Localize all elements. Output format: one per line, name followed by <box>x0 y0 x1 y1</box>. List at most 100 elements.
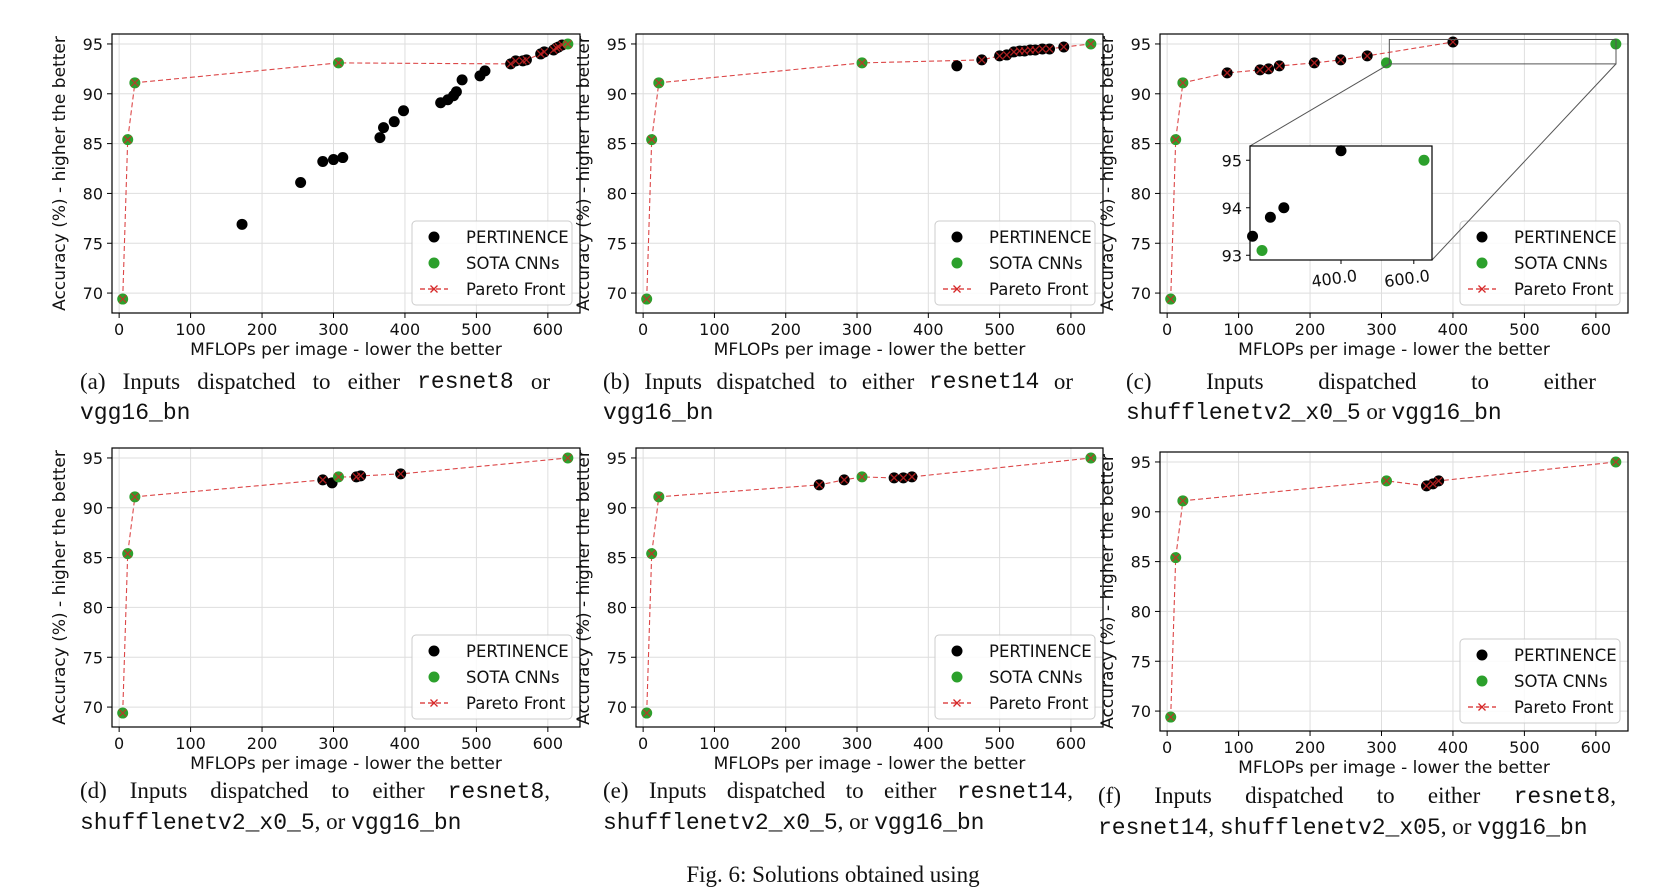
caption-b: (b) Inputs dispatched to either resnet14 or vgg… <box>603 367 1073 428</box>
legend-marker-pareto <box>1478 285 1486 293</box>
legend: PERTINENCE SOTA CNNs Pareto Front <box>934 220 1096 306</box>
y-tick-label: 90 <box>83 499 103 518</box>
caption-word: dispatched <box>726 778 826 803</box>
pareto-marker <box>1171 135 1180 144</box>
y-tick-label: 95 <box>83 35 103 54</box>
pareto-marker <box>334 472 343 481</box>
inset-sota-point <box>1256 245 1268 256</box>
legend-marker-pertinence <box>428 645 440 657</box>
caption-word: resnet8, <box>448 776 550 807</box>
x-tick-label: 600 <box>1581 320 1612 339</box>
legend-marker-pertinence <box>951 231 963 243</box>
legend-marker-pertinence <box>1476 231 1488 243</box>
caption-model-name: vgg16_bn <box>603 400 714 426</box>
y-tick-label: 80 <box>607 184 627 203</box>
y-tick-label: 75 <box>83 648 103 667</box>
x-axis-label: MFLOPs per image - lower the better <box>1238 758 1550 778</box>
legend: PERTINENCE SOTA CNNs Pareto Front <box>1459 220 1621 306</box>
x-tick-label: 400 <box>913 320 944 339</box>
figure-caption: Fig. 6: Solutions obtained using <box>686 862 980 887</box>
caption-word: either <box>861 369 915 394</box>
y-tick-label: 70 <box>83 284 103 303</box>
pareto-marker <box>654 492 663 501</box>
y-tick-label: 85 <box>83 135 103 154</box>
y-tick-label: 75 <box>1131 234 1151 253</box>
pertinence-point <box>295 176 307 188</box>
legend-marker-pareto <box>953 699 961 707</box>
caption-line-2: vgg16_bn <box>80 397 550 428</box>
x-tick-label: 300 <box>842 320 873 339</box>
pareto-marker <box>511 56 520 65</box>
pareto-marker <box>356 471 365 480</box>
caption-word: , <box>1208 814 1220 839</box>
x-tick-label: 300 <box>318 734 349 753</box>
caption-comma: , <box>544 778 550 803</box>
legend-marker-sota <box>1476 675 1488 687</box>
pareto-marker <box>642 709 651 718</box>
caption-word: Inputs <box>644 369 702 394</box>
y-tick-label: 85 <box>1131 553 1151 572</box>
inset-y-tick-label: 94 <box>1222 199 1242 218</box>
caption-d: (d) Inputs dispatched to either resnet8, shuff… <box>80 776 550 838</box>
plot-frame <box>111 33 581 314</box>
caption-word: (d) <box>80 778 107 803</box>
y-tick-label: 90 <box>83 85 103 104</box>
y-tick-label: 95 <box>1131 453 1151 472</box>
zoom-connector <box>1249 63 1390 147</box>
pertinence-point <box>317 156 329 168</box>
chart-panel-a: 0 100 200 300 400 500 600 70 75 80 85 90 95 MFLOPs pe… <box>50 33 581 360</box>
inset-sota-point <box>1418 154 1430 166</box>
chart-panel-d: 0 100 200 300 400 500 600 70 75 80 85 90 95 MFLOPs pe… <box>50 447 581 774</box>
legend-box <box>1459 638 1621 724</box>
caption-word: to <box>1376 783 1395 808</box>
pertinence-point <box>236 218 248 230</box>
caption-a: (a) Inputs dispatched to either resnet8 or vgg1… <box>80 367 550 428</box>
caption-line-1: (c) Inputs dispatched to either <box>1126 367 1596 397</box>
pareto-marker <box>334 58 343 67</box>
y-tick-label: 85 <box>1131 135 1151 154</box>
caption-line-1: (d) Inputs dispatched to either resnet8, <box>80 776 550 807</box>
pareto-marker <box>1045 44 1054 53</box>
inset-pertinence-point <box>1335 145 1347 157</box>
y-tick-label: 70 <box>607 698 627 717</box>
pareto-marker <box>396 469 405 478</box>
pertinence-point <box>450 86 462 98</box>
pareto-marker <box>1223 68 1232 77</box>
inset-x-tick-label: 400.0 <box>1310 266 1358 291</box>
legend-label: SOTA CNNs <box>1514 254 1608 273</box>
y-axis-label: Accuracy (%) - higher the better <box>1098 454 1118 729</box>
pareto-marker <box>118 295 127 304</box>
y-tick-label: 80 <box>1131 184 1151 203</box>
legend: PERTINENCE SOTA CNNs Pareto Front <box>934 634 1096 720</box>
x-tick-label: 0 <box>638 320 648 339</box>
y-tick-label: 80 <box>1131 602 1151 621</box>
x-tick-label: 200 <box>770 734 801 753</box>
legend-label: Pareto Front <box>1514 698 1614 717</box>
caption-word: either <box>1427 783 1481 808</box>
y-tick-label: 85 <box>83 549 103 568</box>
inset-pertinence-point <box>1247 230 1259 242</box>
caption-word: Inputs <box>122 369 181 394</box>
caption-model-name: resnet14 <box>956 779 1068 805</box>
x-tick-label: 500 <box>984 320 1015 339</box>
caption-word: dispatched <box>197 369 296 394</box>
x-axis-label: MFLOPs per image - lower the better <box>1238 340 1550 360</box>
y-axis-label: Accuracy (%) - higher the better <box>50 36 70 311</box>
caption-f: (f) Inputs dispatched to either resnet8, resne… <box>1098 781 1616 843</box>
pareto-marker <box>123 135 132 144</box>
pareto-marker <box>1178 78 1187 87</box>
inset-y-tick-label: 95 <box>1222 151 1242 170</box>
y-tick-label: 75 <box>83 234 103 253</box>
legend-label: PERTINENCE <box>989 228 1092 247</box>
pareto-marker <box>1275 61 1284 70</box>
pareto-marker <box>907 472 916 481</box>
pareto-marker <box>1611 458 1620 466</box>
inset-pertinence-point <box>1278 202 1290 214</box>
pareto-front-line <box>122 457 568 714</box>
pareto-marker <box>1178 496 1187 505</box>
caption-word: either <box>347 369 401 394</box>
caption-model-name: resnet14 <box>928 369 1040 395</box>
pareto-marker <box>563 454 572 462</box>
x-tick-label: 600 <box>533 320 564 339</box>
pareto-marker <box>130 78 139 87</box>
